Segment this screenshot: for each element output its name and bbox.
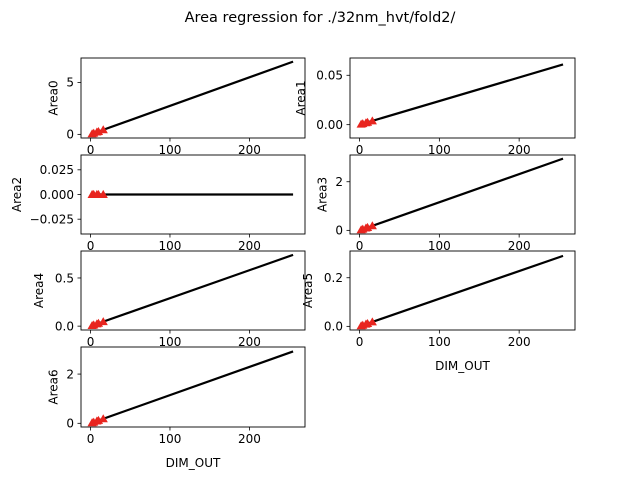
x-tick-label: 200 <box>238 335 261 349</box>
data-point-marker <box>98 414 108 423</box>
y-axis-label: Area1 <box>294 80 308 115</box>
x-tick-label: 0 <box>87 239 95 253</box>
regression-line <box>359 254 564 328</box>
axes-frame <box>349 250 576 331</box>
x-tick-label: 100 <box>159 143 182 157</box>
x-tick-label: 0 <box>356 143 364 157</box>
data-point-marker <box>367 317 377 326</box>
y-tick-label: 0.000 <box>40 188 74 202</box>
y-tick-label: 2 <box>66 367 74 381</box>
y-tick-label: −0.025 <box>30 212 74 226</box>
plot-data <box>87 189 294 198</box>
regression-line <box>90 60 294 136</box>
y-tick-label: 0 <box>66 128 74 142</box>
y-axis-label: Area5 <box>301 273 315 308</box>
plot-data <box>87 350 294 427</box>
x-tick-label: 100 <box>428 239 451 253</box>
regression-line <box>90 253 294 328</box>
x-axis-label: DIM_OUT <box>435 359 490 373</box>
plot-data <box>356 254 564 330</box>
x-tick-label: 100 <box>159 335 182 349</box>
x-tick-label: 200 <box>238 239 261 253</box>
y-axis-label: Area2 <box>10 177 24 212</box>
y-tick-label: 0.5 <box>55 271 74 285</box>
axes-frame <box>80 57 306 139</box>
x-tick-label: 100 <box>428 335 451 349</box>
x-tick-label: 200 <box>508 335 531 349</box>
x-tick-label: 200 <box>508 143 531 157</box>
y-tick-label: 0.00 <box>316 118 343 132</box>
plot-data <box>356 63 564 128</box>
regression-line <box>90 350 294 425</box>
x-tick-label: 0 <box>87 432 95 446</box>
x-tick-label: 200 <box>238 432 261 446</box>
axes-frame <box>349 154 576 235</box>
subplot-area6: 0 100 200 0 2 Area6 DIM_OUT <box>47 346 306 470</box>
y-axis-label: Area6 <box>47 369 61 404</box>
y-tick-label: 0.025 <box>40 163 74 177</box>
y-axis-label: Area3 <box>316 177 330 212</box>
data-point-marker <box>367 116 377 125</box>
x-tick-label: 100 <box>159 432 182 446</box>
x-tick-label: 100 <box>428 143 451 157</box>
y-tick-label: 0.0 <box>324 320 343 334</box>
x-tick-label: 0 <box>87 335 95 349</box>
plot-data <box>87 253 294 330</box>
figure-title: Area regression for ./32nm_hvt/fold2/ <box>185 10 456 26</box>
y-tick-label: 0.05 <box>316 69 343 83</box>
subplot-area3: 0 100 200 0 2 Area3 <box>316 154 576 253</box>
x-tick-label: 0 <box>87 143 95 157</box>
plot-data <box>356 157 564 234</box>
x-tick-label: 0 <box>356 335 364 349</box>
plot-data <box>87 60 294 138</box>
subplot-area0: 0 100 200 0 5 Area0 <box>47 57 306 157</box>
subplot-area1: 0 100 200 0.00 0.05 Area1 <box>294 57 576 157</box>
regression-line <box>359 63 564 126</box>
data-point-marker <box>98 317 108 326</box>
y-axis-label: Area4 <box>32 273 46 308</box>
subplot-area2: 0 100 200 −0.025 0.000 0.025 Area2 <box>10 154 306 253</box>
y-tick-label: 0.2 <box>324 271 343 285</box>
y-axis-label: Area0 <box>47 80 61 115</box>
y-tick-label: 0.0 <box>55 319 74 333</box>
axes-frame <box>80 346 306 428</box>
x-tick-label: 200 <box>508 239 531 253</box>
data-point-marker <box>367 221 377 230</box>
y-tick-label: 0 <box>66 417 74 431</box>
regression-line <box>359 157 564 232</box>
data-point-marker <box>98 125 108 134</box>
subplot-area5: 0 100 200 0.0 0.2 Area5 DIM_OUT <box>301 250 576 373</box>
x-axis-label: DIM_OUT <box>166 456 221 470</box>
y-tick-label: 5 <box>66 76 74 90</box>
y-tick-label: 2 <box>335 175 343 189</box>
x-tick-label: 100 <box>159 239 182 253</box>
axes-frame <box>80 250 306 331</box>
x-tick-label: 200 <box>238 143 261 157</box>
subplot-area4: 0 100 200 0.0 0.5 Area4 <box>32 250 306 349</box>
x-tick-label: 0 <box>356 239 364 253</box>
y-tick-label: 0 <box>335 224 343 238</box>
axes-frame <box>349 57 576 139</box>
data-point-marker <box>98 189 108 198</box>
